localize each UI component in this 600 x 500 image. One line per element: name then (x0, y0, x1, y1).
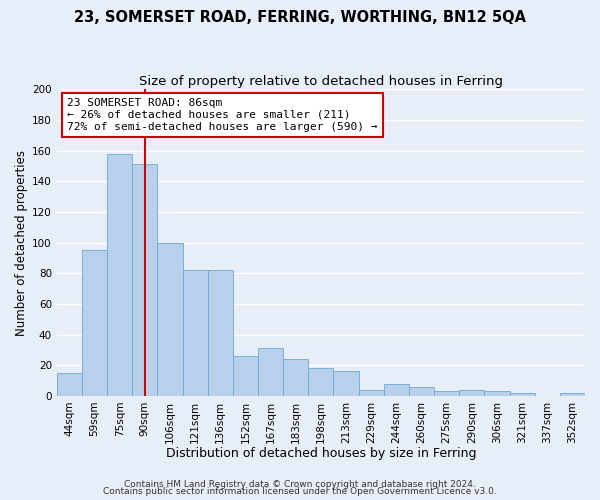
Bar (334, 372, 359, 396)
Title: Size of property relative to detached houses in Ferring: Size of property relative to detached ho… (139, 75, 503, 88)
Bar (359, 390, 384, 396)
Bar (107, 154, 132, 396)
Bar (82, 250, 107, 396)
Y-axis label: Number of detached properties: Number of detached properties (15, 150, 28, 336)
Bar (132, 164, 157, 396)
Text: Contains HM Land Registry data © Crown copyright and database right 2024.: Contains HM Land Registry data © Crown c… (124, 480, 476, 489)
Bar (208, 270, 233, 396)
Bar (157, 242, 182, 396)
Bar (182, 270, 208, 396)
Bar (308, 368, 334, 396)
Bar (459, 390, 484, 396)
Bar (409, 386, 434, 396)
Bar (560, 393, 585, 396)
Text: 23 SOMERSET ROAD: 86sqm
← 26% of detached houses are smaller (211)
72% of semi-d: 23 SOMERSET ROAD: 86sqm ← 26% of detache… (67, 98, 378, 132)
Bar (484, 391, 509, 396)
Bar (283, 359, 308, 396)
Bar (384, 384, 409, 396)
Bar (57, 373, 82, 396)
Text: Contains public sector information licensed under the Open Government Licence v3: Contains public sector information licen… (103, 487, 497, 496)
Text: 23, SOMERSET ROAD, FERRING, WORTHING, BN12 5QA: 23, SOMERSET ROAD, FERRING, WORTHING, BN… (74, 10, 526, 25)
Bar (509, 393, 535, 396)
Bar (233, 356, 258, 396)
Bar (258, 348, 283, 396)
Bar (434, 391, 459, 396)
X-axis label: Distribution of detached houses by size in Ferring: Distribution of detached houses by size … (166, 447, 476, 460)
